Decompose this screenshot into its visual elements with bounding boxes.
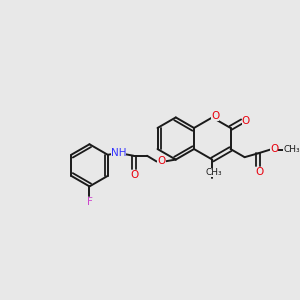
Text: O: O xyxy=(270,144,278,154)
Text: CH₃: CH₃ xyxy=(283,145,300,154)
Text: O: O xyxy=(211,110,219,121)
Text: O: O xyxy=(242,116,250,126)
Text: NH: NH xyxy=(110,148,126,158)
Text: F: F xyxy=(86,197,92,207)
Text: O: O xyxy=(255,167,263,177)
Text: O: O xyxy=(130,170,139,180)
Text: CH₃: CH₃ xyxy=(206,167,223,176)
Text: O: O xyxy=(157,157,166,166)
